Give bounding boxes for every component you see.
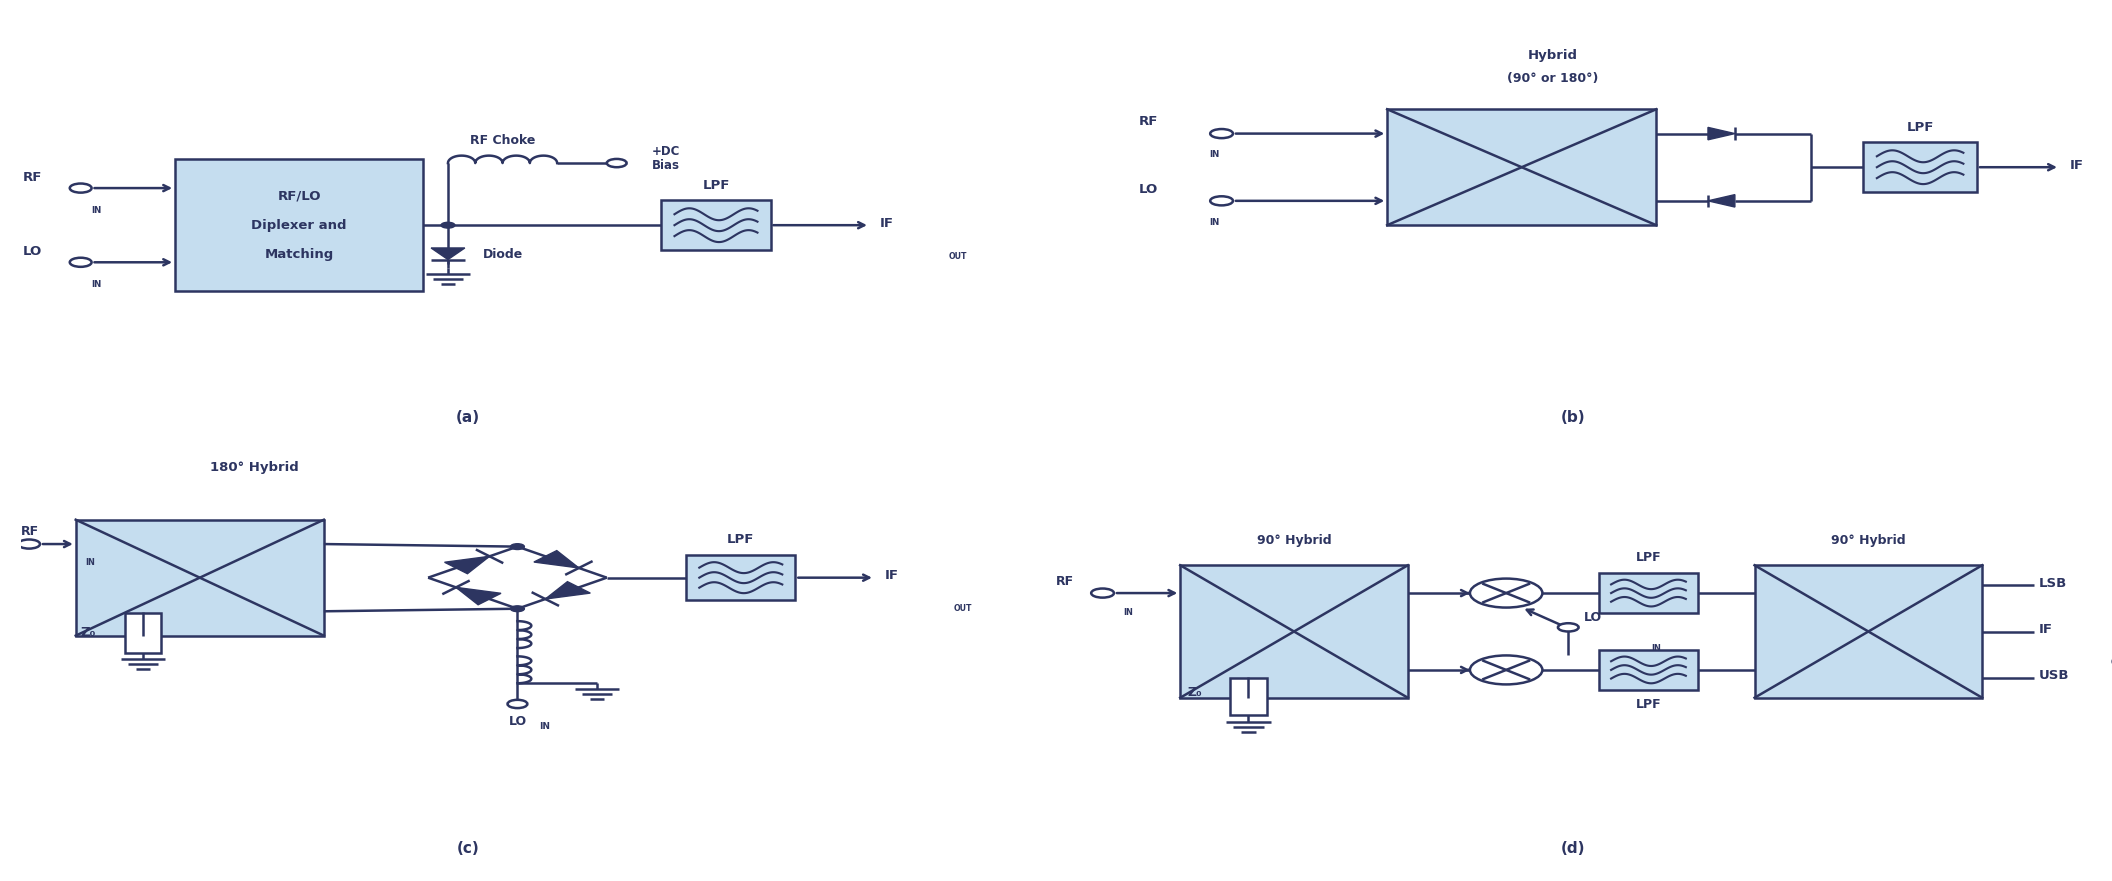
Circle shape (70, 258, 91, 267)
Text: LO: LO (509, 714, 526, 728)
Polygon shape (444, 556, 490, 574)
Text: IF: IF (2070, 159, 2085, 172)
Bar (661, 200, 771, 250)
Text: IN: IN (1124, 608, 1132, 618)
Circle shape (1092, 589, 1113, 597)
Text: USB: USB (2040, 670, 2070, 682)
Text: LPF: LPF (1635, 698, 1662, 711)
Circle shape (70, 183, 91, 193)
Bar (1229, 678, 1267, 715)
Text: (90° or 180°): (90° or 180°) (1508, 71, 1599, 85)
Text: Diplexer and: Diplexer and (251, 218, 346, 232)
Text: LSB: LSB (2040, 576, 2068, 589)
Text: Hybrid: Hybrid (1527, 49, 1578, 62)
Polygon shape (534, 551, 579, 568)
Text: (c): (c) (456, 841, 479, 856)
Text: Z₀: Z₀ (1187, 686, 1202, 700)
Bar (1755, 566, 1983, 698)
Text: RF Choke: RF Choke (469, 134, 534, 147)
Text: 90° Hybrid: 90° Hybrid (1257, 534, 1331, 547)
Text: OUT: OUT (953, 604, 972, 613)
Text: RF: RF (23, 171, 42, 184)
Text: (a): (a) (456, 411, 479, 426)
Circle shape (1210, 129, 1233, 138)
Text: (b): (b) (1561, 411, 1586, 426)
Circle shape (1470, 579, 1542, 608)
Text: LO: LO (1138, 182, 1157, 196)
Circle shape (606, 159, 627, 167)
Bar (686, 555, 796, 601)
Text: IN: IN (91, 206, 101, 215)
Text: Matching: Matching (264, 248, 334, 261)
Text: IN: IN (1210, 218, 1221, 226)
Circle shape (1470, 655, 1542, 685)
Text: RF: RF (21, 525, 40, 538)
Text: RF: RF (1056, 575, 1075, 588)
Bar (175, 159, 422, 292)
Circle shape (19, 539, 40, 549)
Text: RF: RF (1138, 115, 1157, 129)
Text: 180° Hybrid: 180° Hybrid (209, 462, 298, 475)
Text: LO: LO (1584, 611, 1601, 624)
Bar (76, 520, 323, 636)
Text: LPF: LPF (1635, 552, 1662, 564)
Text: +DC: +DC (653, 145, 680, 158)
Circle shape (507, 700, 528, 708)
Text: LPF: LPF (1907, 122, 1935, 135)
Text: Diode: Diode (484, 248, 524, 261)
Circle shape (441, 222, 454, 228)
Circle shape (1559, 623, 1578, 632)
Text: IF: IF (2040, 623, 2053, 636)
Polygon shape (456, 588, 501, 604)
Text: IF: IF (885, 569, 900, 582)
Polygon shape (545, 581, 591, 599)
Text: IF: IF (881, 217, 893, 230)
Bar (1599, 574, 1698, 613)
Text: RF/LO: RF/LO (277, 189, 321, 203)
Text: OUT: OUT (948, 252, 967, 261)
Bar (1388, 109, 1656, 226)
Text: IN: IN (1210, 151, 1221, 159)
Bar (1599, 650, 1698, 690)
Text: LPF: LPF (703, 180, 729, 192)
Text: IN: IN (91, 280, 101, 289)
Text: IN: IN (539, 722, 551, 731)
Polygon shape (1709, 195, 1734, 207)
Text: 90° Hybrid: 90° Hybrid (1831, 534, 1905, 547)
Circle shape (1210, 196, 1233, 205)
Text: LO: LO (23, 246, 42, 258)
Polygon shape (431, 248, 465, 260)
Bar (1863, 143, 1977, 192)
Bar (125, 613, 161, 653)
Text: Bias: Bias (653, 159, 680, 172)
Text: (d): (d) (1561, 841, 1586, 856)
Circle shape (511, 606, 524, 611)
Polygon shape (1709, 128, 1734, 140)
Text: LPF: LPF (727, 533, 754, 545)
Text: Z₀: Z₀ (80, 626, 95, 640)
Bar (1181, 566, 1409, 698)
Text: IN: IN (1652, 644, 1660, 653)
Circle shape (511, 544, 524, 550)
Text: IN: IN (84, 559, 95, 567)
